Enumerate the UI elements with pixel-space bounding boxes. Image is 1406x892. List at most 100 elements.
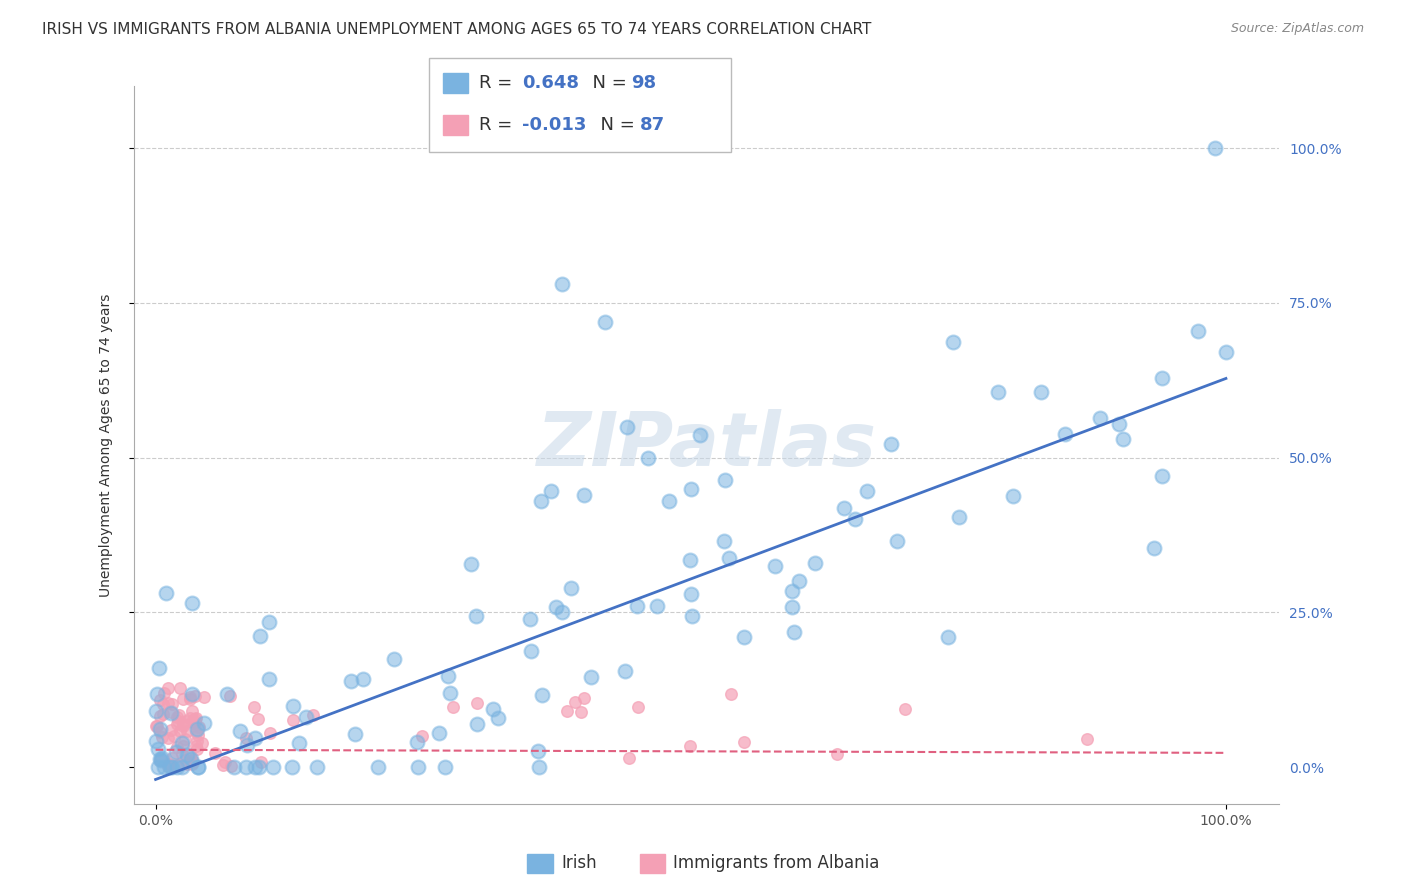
Point bbox=[149, 693, 172, 707]
Point bbox=[160, 751, 183, 765]
Point bbox=[1090, 411, 1112, 425]
Point bbox=[948, 510, 970, 524]
Y-axis label: Unemployment Among Ages 65 to 74 years: Unemployment Among Ages 65 to 74 years bbox=[100, 293, 114, 597]
Point bbox=[540, 484, 562, 499]
Point bbox=[406, 760, 429, 774]
Point bbox=[546, 600, 568, 615]
Point bbox=[145, 719, 167, 733]
Point bbox=[257, 615, 280, 629]
Point bbox=[439, 686, 461, 700]
Point bbox=[246, 712, 269, 726]
Text: 98: 98 bbox=[631, 74, 657, 92]
Point bbox=[825, 747, 848, 761]
Point bbox=[519, 611, 541, 625]
Point bbox=[204, 746, 226, 760]
Point bbox=[179, 691, 201, 706]
Point bbox=[229, 723, 252, 738]
Point bbox=[281, 699, 304, 714]
Point bbox=[249, 629, 271, 643]
Point bbox=[1215, 345, 1237, 359]
Point bbox=[169, 681, 191, 695]
Point bbox=[235, 731, 257, 746]
Point bbox=[1001, 489, 1024, 503]
Text: Source: ZipAtlas.com: Source: ZipAtlas.com bbox=[1230, 22, 1364, 36]
Point bbox=[250, 755, 273, 769]
Point bbox=[427, 726, 450, 740]
Point bbox=[243, 731, 266, 745]
Point bbox=[172, 717, 194, 731]
Point bbox=[188, 720, 211, 734]
Point bbox=[481, 702, 503, 716]
Point bbox=[411, 730, 433, 744]
Point bbox=[527, 760, 550, 774]
Point bbox=[733, 630, 755, 644]
Point bbox=[243, 699, 266, 714]
Point bbox=[150, 731, 173, 745]
Point bbox=[159, 760, 181, 774]
Point bbox=[180, 687, 202, 701]
Point bbox=[152, 706, 174, 721]
Point bbox=[555, 704, 578, 718]
Point bbox=[679, 587, 702, 601]
Point bbox=[181, 596, 204, 610]
Point bbox=[174, 732, 197, 747]
Point bbox=[1142, 541, 1164, 555]
Point bbox=[157, 759, 180, 773]
Point bbox=[780, 600, 803, 615]
Point bbox=[170, 747, 193, 762]
Point bbox=[530, 494, 553, 508]
Point bbox=[169, 723, 191, 738]
Point bbox=[181, 756, 204, 771]
Point bbox=[183, 712, 205, 726]
Point bbox=[1204, 141, 1226, 155]
Point bbox=[172, 739, 194, 753]
Point bbox=[160, 723, 183, 737]
Point bbox=[262, 760, 284, 774]
Point bbox=[211, 758, 233, 772]
Point bbox=[184, 711, 207, 725]
Point bbox=[160, 706, 183, 720]
Point bbox=[579, 670, 602, 684]
Point bbox=[193, 716, 215, 731]
Point bbox=[160, 760, 183, 774]
Point bbox=[560, 582, 582, 596]
Point bbox=[856, 483, 879, 498]
Text: IRISH VS IMMIGRANTS FROM ALBANIA UNEMPLOYMENT AMONG AGES 65 TO 74 YEARS CORRELAT: IRISH VS IMMIGRANTS FROM ALBANIA UNEMPLO… bbox=[42, 22, 872, 37]
Point bbox=[184, 689, 207, 703]
Point bbox=[564, 695, 586, 709]
Point bbox=[1076, 732, 1098, 747]
Point bbox=[486, 710, 509, 724]
Point bbox=[718, 550, 741, 565]
Point bbox=[1108, 417, 1130, 431]
Point bbox=[186, 741, 208, 756]
Point bbox=[149, 751, 172, 765]
Point bbox=[155, 585, 177, 599]
Point bbox=[614, 664, 637, 678]
Point bbox=[302, 708, 325, 723]
Point bbox=[145, 704, 167, 718]
Point bbox=[181, 753, 204, 767]
Text: Irish: Irish bbox=[561, 855, 596, 872]
Point bbox=[713, 533, 735, 548]
Point bbox=[787, 574, 810, 588]
Point bbox=[531, 688, 554, 702]
Point bbox=[174, 753, 197, 767]
Point bbox=[150, 751, 173, 765]
Point bbox=[247, 760, 270, 774]
Point bbox=[153, 760, 176, 774]
Point bbox=[176, 747, 198, 762]
Point bbox=[572, 690, 595, 705]
Point bbox=[166, 760, 188, 774]
Point bbox=[465, 696, 488, 710]
Point bbox=[166, 716, 188, 731]
Point bbox=[527, 744, 550, 758]
Point bbox=[627, 700, 650, 714]
Point bbox=[465, 716, 488, 731]
Point bbox=[149, 725, 172, 739]
Point bbox=[148, 661, 170, 675]
Point bbox=[783, 625, 806, 640]
Text: N =: N = bbox=[589, 116, 641, 134]
Point bbox=[172, 719, 194, 733]
Text: 0.648: 0.648 bbox=[522, 74, 579, 92]
Point bbox=[307, 760, 329, 774]
